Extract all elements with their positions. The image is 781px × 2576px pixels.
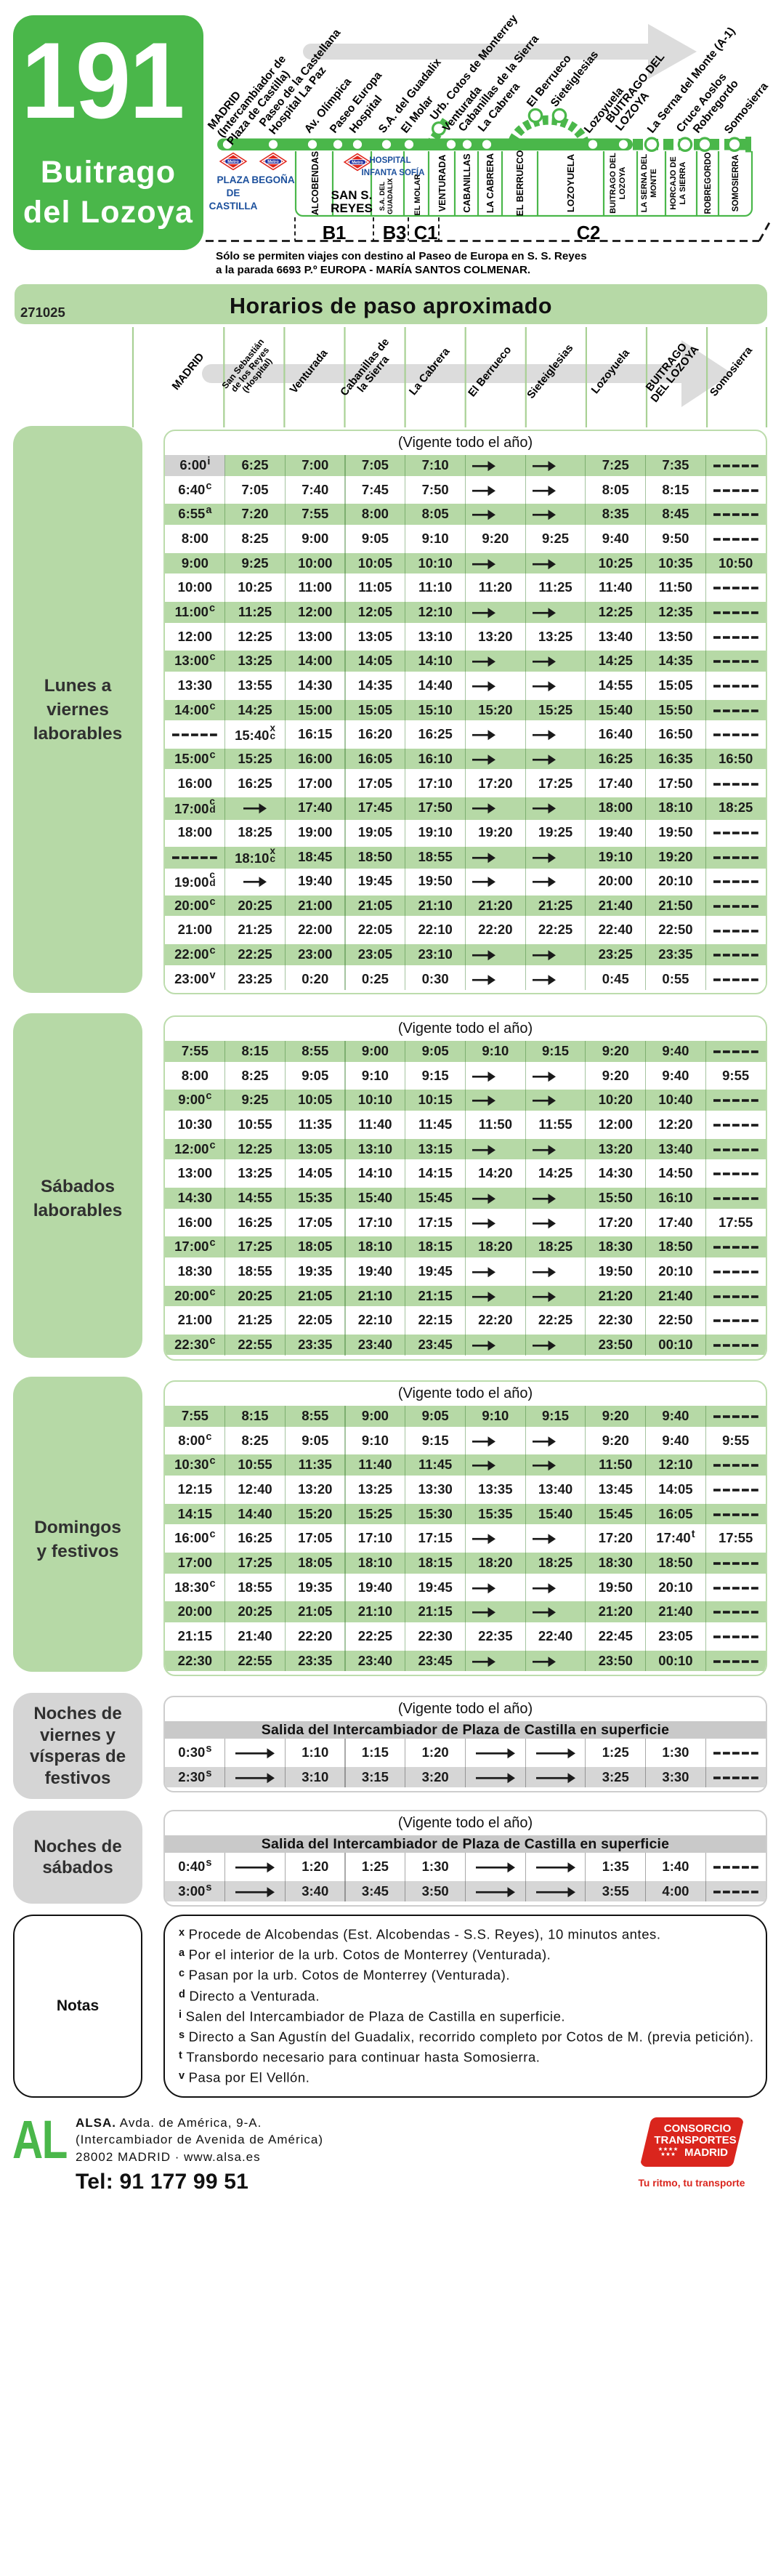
svg-text:MADRID: MADRID (170, 350, 207, 392)
svg-text:C1: C1 (414, 223, 438, 243)
svg-text:TRANSPORTES: TRANSPORTES (654, 2134, 736, 2146)
svg-text:CASTILLA: CASTILLA (209, 201, 258, 212)
svg-text:MONTE: MONTE (650, 169, 658, 198)
svg-text:HORCAJO DE: HORCAJO DE (669, 156, 678, 209)
svg-text:BUITRAGO DEL: BUITRAGO DEL (609, 153, 618, 214)
svg-text:PLAZA: PLAZA (217, 174, 250, 185)
svg-text:Metro: Metro (267, 160, 279, 164)
svg-text:INFANTA SOFÍA: INFANTA SOFÍA (362, 168, 425, 177)
svg-text:GUADALIX: GUADALIX (387, 178, 394, 214)
svg-text:Tu ritmo, tu transporte: Tu ritmo, tu transporte (639, 2178, 745, 2189)
svg-text:EL BERRUECO: EL BERRUECO (515, 150, 525, 216)
svg-text:Metro: Metro (227, 160, 239, 164)
svg-text:EL MOLAR: EL MOLAR (413, 174, 422, 215)
svg-text:S.A. DEL: S.A. DEL (379, 182, 387, 211)
svg-text:SAN S.: SAN S. (331, 188, 373, 202)
svg-text:ROBREGORDO: ROBREGORDO (704, 152, 713, 214)
svg-text:REYES: REYES (331, 201, 373, 215)
svg-text:Metro: Metro (352, 161, 363, 165)
svg-text:CONSORCIO: CONSORCIO (664, 2122, 732, 2135)
svg-text:LOZOYUELA: LOZOYUELA (565, 153, 576, 212)
svg-text:DE: DE (227, 188, 240, 198)
svg-text:MADRID: MADRID (684, 2146, 728, 2159)
svg-text:ALCOBENDAS: ALCOBENDAS (310, 151, 320, 215)
svg-text:C2: C2 (577, 223, 601, 243)
svg-text:a la parada 6693 P.º EUROPA -: a la parada 6693 P.º EUROPA - MARÍA SANT… (216, 264, 530, 276)
svg-text:B3: B3 (383, 223, 407, 243)
svg-text:B1: B1 (323, 223, 347, 243)
svg-text:LA SIERRA: LA SIERRA (679, 162, 687, 205)
svg-text:BEGOÑA: BEGOÑA (251, 174, 295, 185)
svg-text:CABANILLAS: CABANILLAS (462, 153, 472, 212)
svg-text:SOMOSIERRA: SOMOSIERRA (732, 155, 740, 212)
svg-text:HOSPITAL: HOSPITAL (369, 156, 410, 165)
svg-text:Sólo se permiten viajes con de: Sólo se permiten viajes con destino al P… (216, 250, 587, 262)
svg-text:VENTURADA: VENTURADA (437, 155, 448, 212)
svg-text:LA CABRERA: LA CABRERA (485, 153, 495, 213)
svg-text:LOZOYA: LOZOYA (618, 167, 627, 200)
svg-text:LA SERNA DEL: LA SERNA DEL (640, 153, 649, 212)
